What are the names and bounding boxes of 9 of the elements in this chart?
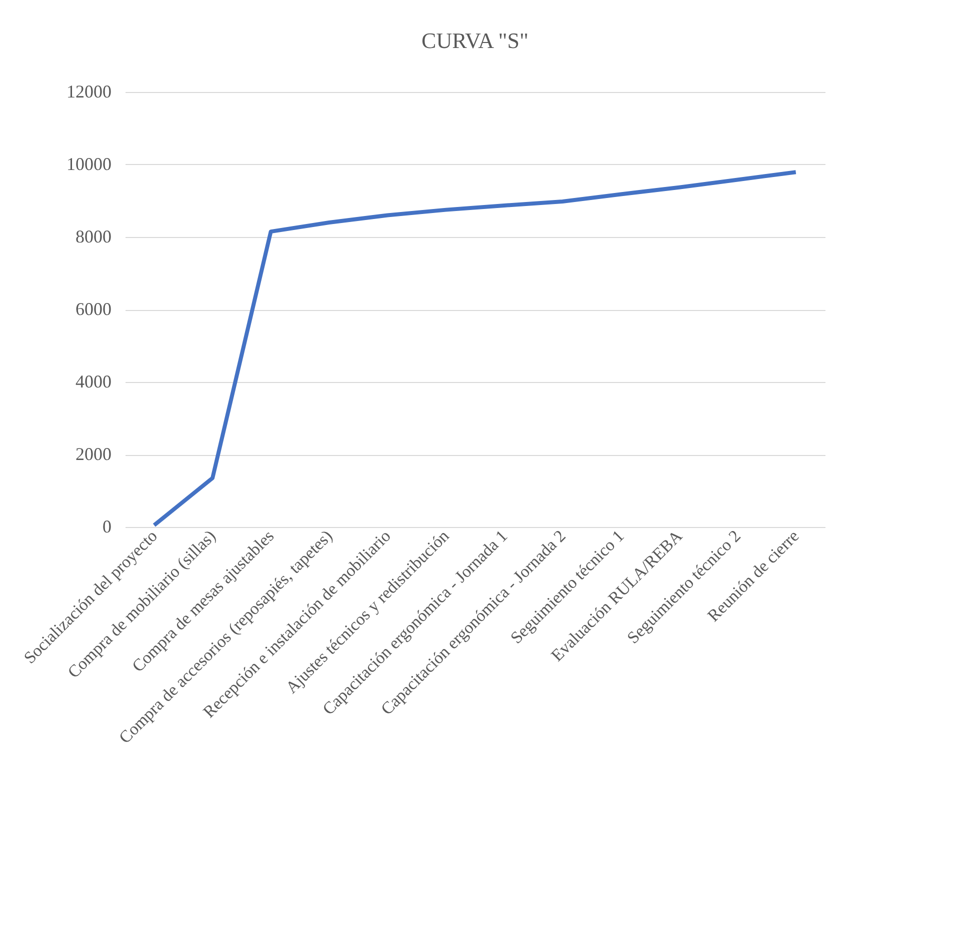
y-tick-label: 0 xyxy=(102,516,112,536)
y-tick-label: 6000 xyxy=(76,299,112,319)
y-tick-label: 2000 xyxy=(76,444,112,464)
y-tick-label: 12000 xyxy=(66,82,112,102)
chart-title: CURVA "S" xyxy=(422,28,528,53)
y-tick-label: 8000 xyxy=(76,226,112,246)
line-series xyxy=(152,170,798,528)
y-tick-label: 10000 xyxy=(66,154,112,174)
y-tick-label: 4000 xyxy=(76,372,112,392)
